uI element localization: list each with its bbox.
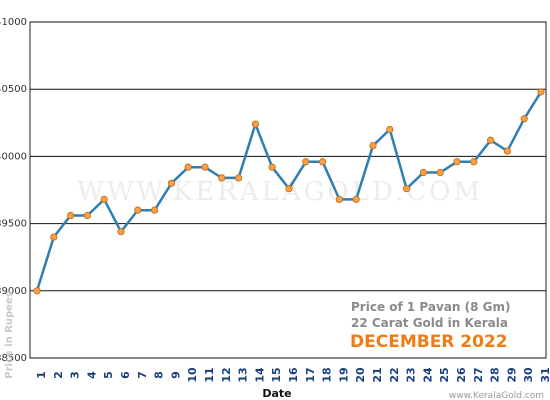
data-point bbox=[302, 158, 310, 166]
data-point bbox=[83, 211, 92, 220]
data-point bbox=[134, 206, 142, 214]
x-tick-label: 27 bbox=[472, 367, 485, 382]
x-tick-label: 11 bbox=[203, 367, 216, 382]
data-point bbox=[453, 158, 461, 166]
x-tick-label: 23 bbox=[405, 367, 418, 382]
data-point bbox=[151, 206, 159, 214]
x-tick-label: 29 bbox=[505, 367, 518, 382]
y-tick-label: 39000 bbox=[0, 286, 27, 297]
data-point bbox=[503, 147, 511, 155]
x-tick-label: 16 bbox=[287, 367, 300, 383]
x-tick-label: 20 bbox=[354, 367, 367, 383]
data-point bbox=[386, 125, 394, 134]
x-tick-label: 4 bbox=[85, 371, 98, 379]
info-title: Price of 1 Pavan (8 Gm) bbox=[351, 300, 511, 314]
y-tick-label: 40000 bbox=[0, 151, 27, 162]
x-tick-label: 1 bbox=[35, 371, 48, 379]
x-tick-label: 31 bbox=[539, 367, 550, 382]
x-tick-label: 10 bbox=[186, 367, 199, 383]
footer-url: www.KeralaGold.com bbox=[449, 391, 544, 400]
data-point bbox=[251, 120, 259, 128]
data-point bbox=[67, 211, 75, 220]
data-point bbox=[218, 174, 226, 182]
info-month: DECEMBER 2022 bbox=[350, 332, 508, 352]
data-point bbox=[419, 168, 427, 177]
x-tick-label: 7 bbox=[136, 371, 149, 379]
data-point bbox=[184, 163, 192, 171]
x-axis-label: Date bbox=[262, 387, 291, 400]
y-tick-label: 38500 bbox=[0, 353, 27, 364]
data-point bbox=[402, 185, 411, 193]
x-tick-label: 24 bbox=[421, 367, 434, 383]
data-point bbox=[50, 233, 58, 241]
data-point bbox=[335, 195, 343, 204]
x-tick-label: 18 bbox=[321, 367, 334, 382]
x-tick-label: 26 bbox=[455, 367, 468, 383]
data-point bbox=[235, 174, 243, 182]
x-tick-label: 17 bbox=[304, 367, 317, 382]
data-point bbox=[537, 88, 545, 96]
x-tick-label: 22 bbox=[388, 367, 401, 382]
y-tick-label: 41000 bbox=[0, 17, 27, 28]
x-tick-label: 21 bbox=[371, 367, 384, 382]
data-point bbox=[470, 158, 478, 166]
data-point bbox=[352, 195, 360, 204]
data-point bbox=[436, 168, 444, 177]
x-tick-label: 13 bbox=[237, 367, 250, 382]
data-point bbox=[285, 185, 293, 193]
info-subtitle: 22 Carat Gold in Kerala bbox=[351, 316, 508, 330]
data-point bbox=[117, 228, 125, 236]
y-axis-label: Price in Rupees bbox=[4, 291, 15, 378]
data-point bbox=[201, 163, 209, 171]
x-tick-label: 15 bbox=[270, 367, 283, 382]
data-point bbox=[318, 158, 327, 166]
x-tick-label: 28 bbox=[489, 367, 502, 382]
x-tick-label: 5 bbox=[102, 371, 115, 379]
x-tick-label: 2 bbox=[52, 371, 65, 379]
y-tick-label: 39500 bbox=[0, 219, 27, 230]
x-tick-label: 6 bbox=[119, 371, 132, 379]
x-tick-label: 14 bbox=[253, 367, 266, 383]
data-point bbox=[486, 136, 495, 144]
watermark: WWW.KERALAGOLD.COM bbox=[77, 177, 483, 207]
y-tick-label: 40500 bbox=[0, 84, 27, 95]
x-tick-label: 12 bbox=[220, 367, 233, 382]
x-tick-label: 9 bbox=[169, 371, 182, 379]
data-point bbox=[268, 163, 276, 171]
x-tick-label: 25 bbox=[438, 367, 451, 382]
data-point bbox=[100, 195, 108, 204]
x-tick-label: 3 bbox=[69, 371, 82, 379]
data-point bbox=[167, 179, 175, 187]
x-tick-label: 8 bbox=[153, 371, 166, 379]
x-tick-label: 19 bbox=[337, 367, 350, 382]
x-tick-label: 30 bbox=[522, 367, 535, 383]
data-point bbox=[369, 142, 377, 150]
data-point bbox=[520, 115, 528, 123]
data-point bbox=[33, 287, 41, 295]
